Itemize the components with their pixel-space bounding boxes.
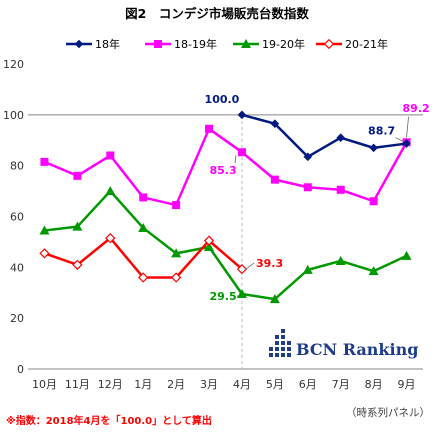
legend-point (241, 39, 251, 48)
data-label: 89.2 (403, 102, 430, 115)
series-point (172, 201, 181, 210)
bcn-logo: BCN Ranking (269, 329, 418, 359)
leader-line (406, 116, 409, 138)
legend-label: 18-19年 (174, 37, 217, 51)
leader-line (245, 262, 255, 270)
x-tick-label: 12月 (98, 378, 123, 391)
axes: 0 20 40 60 80 100 120 10月 11月 12月 1月 2月 3月 4月 5月 6月 7月 8月… (3, 58, 423, 391)
series-point (204, 242, 215, 251)
series-line (241, 113, 407, 159)
bcn-logo-icon (269, 329, 291, 357)
series-point (39, 225, 50, 235)
x-tick-label: 2月 (167, 378, 185, 391)
y-tick-label: 100 (3, 109, 24, 122)
series-point (72, 259, 83, 270)
series-point (138, 222, 149, 232)
series-20-21年 (39, 232, 248, 283)
series-point (138, 272, 149, 283)
x-tick-label: 8月 (365, 378, 383, 391)
series-point (170, 272, 182, 283)
annotation-layer: 100.0 85.3 29.5 39.3 88.7 89.2 (205, 93, 430, 303)
y-tick-label: 40 (10, 261, 24, 274)
x-tick-label: 9月 (398, 378, 416, 391)
x-tick-label: 1月 (134, 378, 152, 391)
series-point (336, 133, 346, 143)
y-tick-label: 0 (17, 363, 24, 376)
footnote: ※指数：2018年4月を「100.0」として算出 (6, 414, 212, 427)
x-tick-label: 11月 (65, 378, 90, 391)
x-tick-label: 4月 (233, 378, 251, 391)
legend-point (74, 39, 84, 49)
series-point (237, 148, 246, 157)
series-point (303, 152, 313, 162)
leader-line (234, 155, 237, 164)
legend-label: 18年 (95, 37, 120, 51)
x-tick-label: 10月 (32, 378, 57, 391)
series-point (105, 186, 116, 196)
series-point (369, 143, 378, 153)
series-point (72, 221, 83, 231)
series-point (171, 248, 182, 258)
series-point (402, 139, 411, 148)
series-line (44, 236, 243, 279)
series-point (40, 157, 49, 166)
series-point (106, 151, 115, 160)
bcn-logo-text: BCN Ranking (296, 340, 418, 359)
legend-label: 20-21年 (345, 37, 388, 51)
series-line (43, 127, 408, 207)
series-line (44, 189, 408, 301)
series-point (336, 185, 345, 194)
data-label: 29.5 (209, 290, 236, 303)
series-point (203, 235, 215, 246)
series-point (205, 124, 214, 133)
series-point (269, 294, 280, 304)
chart-title: 図2 コンデジ市場販売台数指数 (125, 6, 309, 21)
y-tick-label: 120 (3, 58, 24, 71)
leader-line (395, 137, 404, 142)
series-point (237, 110, 247, 120)
series-point (369, 197, 378, 206)
series-19-20年 (39, 186, 412, 304)
series-point (401, 250, 412, 260)
series-point (105, 232, 116, 244)
y-tick-label: 60 (10, 211, 24, 224)
series-point (73, 171, 82, 180)
x-tick-label: 3月 (200, 378, 218, 391)
series-point (302, 264, 313, 274)
series-18-19年 (40, 124, 411, 210)
series-point (236, 263, 248, 275)
data-label: 88.7 (368, 125, 395, 138)
data-label: 100.0 (205, 93, 240, 106)
legend-point (154, 40, 162, 48)
series-point (303, 183, 312, 192)
series-point (335, 255, 346, 265)
panel-note: （時系列パネル） (346, 406, 430, 419)
series-point (368, 266, 379, 276)
series-layer (39, 110, 412, 304)
data-label: 85.3 (209, 164, 236, 177)
legend: 18年 18-19年 19-20年 20-21年 (66, 37, 388, 51)
data-label: 39.3 (256, 257, 283, 270)
y-tick-label: 20 (10, 312, 24, 325)
series-point (39, 248, 50, 259)
x-tick-label: 7月 (332, 378, 350, 391)
series-point (270, 119, 280, 129)
series-point (270, 175, 279, 184)
x-tick-label: 5月 (266, 378, 284, 391)
series-point (139, 193, 148, 202)
legend-label: 19-20年 (262, 37, 305, 51)
x-tick-label: 6月 (299, 378, 317, 391)
legend-point (323, 38, 335, 50)
y-tick-label: 80 (10, 160, 24, 173)
series-18年 (237, 110, 411, 162)
